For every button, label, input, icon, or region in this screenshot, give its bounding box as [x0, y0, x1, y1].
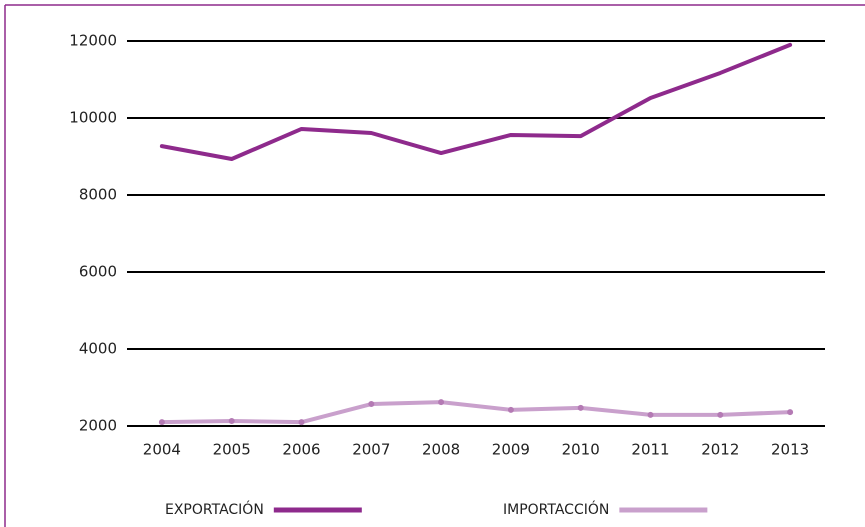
- y-tick-label: 6000: [79, 263, 117, 281]
- point: [647, 411, 654, 418]
- x-tick-label: 2011: [631, 441, 669, 459]
- point: [158, 419, 165, 426]
- x-tick-label: 2005: [213, 441, 251, 459]
- y-tick-label: 4000: [79, 340, 117, 358]
- y-tick-label: 10000: [69, 109, 117, 127]
- x-tick-label: 2004: [143, 441, 181, 459]
- x-tick-label: 2013: [771, 441, 809, 459]
- point: [787, 409, 794, 416]
- point: [228, 417, 235, 424]
- point: [507, 406, 514, 413]
- series-line: [159, 42, 793, 162]
- y-tick-label: 8000: [79, 186, 117, 204]
- x-tick-label: 2008: [422, 441, 460, 459]
- x-tick-label: 2012: [701, 441, 739, 459]
- x-tick-label: 2010: [562, 441, 600, 459]
- point: [717, 411, 724, 418]
- point: [368, 401, 375, 408]
- x-tick-label: 2006: [282, 441, 320, 459]
- point: [577, 404, 584, 411]
- y-tick-label: 2000: [79, 417, 117, 435]
- point: [298, 419, 305, 426]
- series-line: [159, 400, 793, 425]
- x-tick-label: 2009: [492, 441, 530, 459]
- legend-label: IMPORTACCIÓN: [503, 500, 609, 518]
- point: [438, 399, 445, 406]
- x-tick-label: 2007: [352, 441, 390, 459]
- legend-label: EXPORTACIÓN: [165, 500, 264, 518]
- y-tick-label: 12000: [69, 32, 117, 50]
